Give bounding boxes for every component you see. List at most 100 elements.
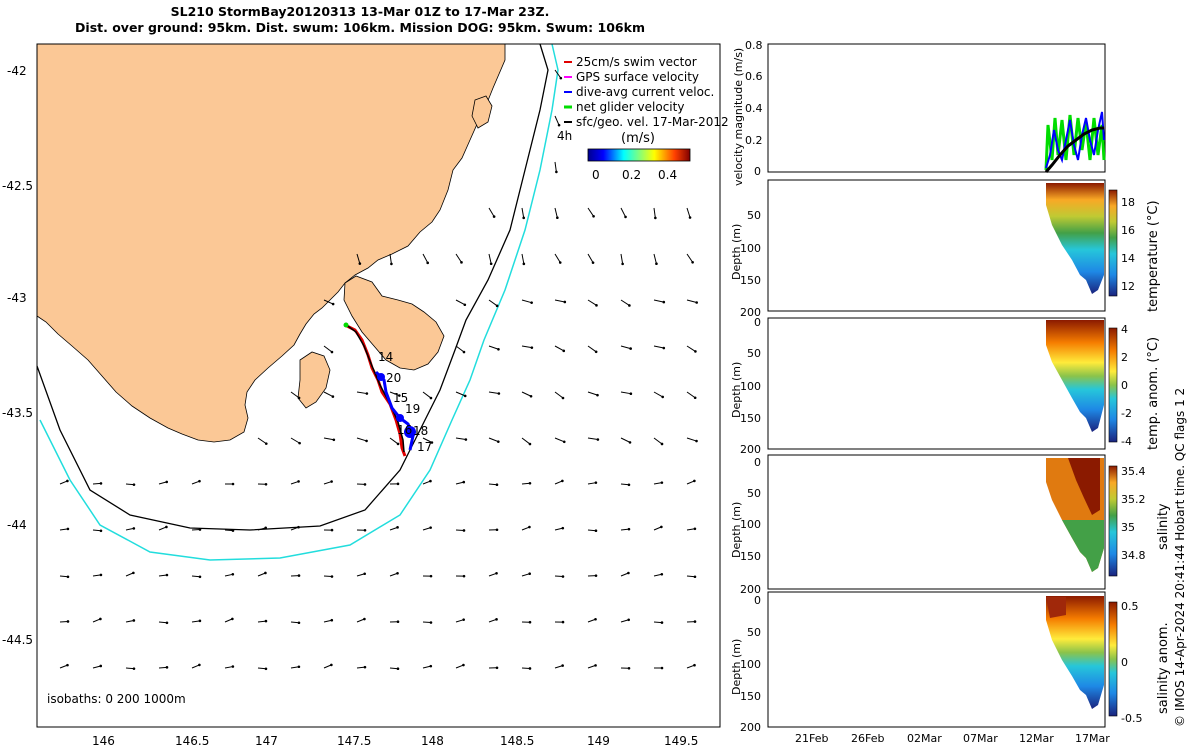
current-vector-head — [660, 666, 664, 670]
current-vector — [686, 253, 694, 263]
current-vector — [356, 253, 361, 264]
track-point — [343, 322, 349, 328]
current-vector-head — [594, 350, 598, 354]
track-point — [377, 373, 385, 381]
current-vector — [59, 620, 69, 623]
current-vector-head — [99, 664, 103, 668]
current-vector-head — [693, 479, 696, 483]
current-vector-head — [99, 529, 103, 533]
y-tick: 0.4 — [745, 102, 763, 115]
current-vector-head — [331, 302, 335, 306]
current-vector — [125, 483, 135, 486]
velocity-panel: 0 0.2 0.4 0.6 0.8 — [745, 39, 1106, 178]
current-vector-head — [363, 483, 367, 486]
salinity-panel: 0 50 100 150 200 35.4 35.2 35 34.8 — [740, 454, 1146, 596]
current-vector-head — [596, 438, 600, 441]
map-x-ticks: 146 146.5 147 147.5 148 148.5 149 149.5 — [92, 734, 698, 748]
track-label: 20 — [386, 371, 401, 385]
current-vector-head — [297, 665, 301, 669]
current-vector-head — [691, 260, 694, 264]
current-vector-head — [522, 216, 526, 220]
current-vector-head — [330, 480, 333, 483]
salinity-anomaly-cbar-ticks: 0.5 0 -0.5 — [1121, 600, 1142, 725]
current-vector-head — [693, 663, 696, 667]
current-vector-head — [555, 170, 558, 174]
current-vector — [620, 253, 624, 264]
current-vector — [455, 299, 466, 306]
colorbar-tick: 0.4 — [658, 168, 677, 182]
current-vector — [422, 253, 429, 264]
current-vector — [257, 620, 267, 623]
cbar-tick: 16 — [1121, 224, 1135, 237]
current-vector-head — [562, 349, 566, 353]
salinity-anomaly-panel: 0 50 100 150 200 0.5 0 -0.5 21Feb 26Feb … — [740, 591, 1142, 745]
map-y-ticks: -42 -42.5 -43 -43.5 -44 -44.5 — [2, 64, 33, 647]
current-vector — [554, 207, 558, 218]
cbar-tick: 12 — [1121, 280, 1135, 293]
current-vector — [59, 528, 68, 531]
legend-entry: sfc/geo. vel. 17-Mar-2012 — [576, 115, 729, 129]
current-vector — [488, 483, 498, 486]
current-vector — [521, 437, 531, 445]
current-vector — [554, 437, 565, 443]
current-vector-head — [165, 525, 168, 529]
current-vector — [257, 437, 267, 445]
current-vector-head — [629, 347, 632, 350]
current-vector-head — [330, 618, 334, 622]
colorbar — [1108, 327, 1118, 443]
current-vector-head — [594, 574, 598, 577]
temperature-section — [1046, 183, 1104, 294]
current-vector — [389, 667, 399, 670]
current-vector-head — [297, 621, 301, 625]
current-vector — [59, 575, 69, 578]
current-vector-head — [231, 665, 235, 668]
chart-title: SL210 StormBay20120313 13-Mar 01Z to 17-… — [0, 4, 720, 36]
current-vector-head — [99, 482, 103, 485]
current-vector — [323, 481, 332, 485]
current-vector-head — [495, 618, 498, 621]
current-vector — [257, 667, 267, 670]
salinity-anomaly-y-ticks: 0 50 100 150 200 — [740, 594, 761, 734]
salinity-y-ticks: 0 50 100 150 200 — [740, 456, 761, 596]
current-vector-head — [594, 481, 598, 484]
current-vector-head — [621, 262, 624, 266]
current-vector — [257, 572, 266, 577]
current-vector-head — [495, 572, 498, 575]
current-vector-head — [396, 571, 399, 575]
cbar-tick: -2 — [1121, 407, 1132, 420]
current-vector-head — [495, 528, 499, 532]
current-vector-head — [264, 442, 268, 445]
y-tick: -43.5 — [2, 406, 33, 420]
current-vector — [323, 619, 332, 623]
current-vector-head — [528, 481, 532, 485]
current-vector — [521, 526, 530, 531]
current-vector — [587, 482, 596, 485]
current-vector — [653, 345, 664, 349]
cbar-tick: 35.2 — [1121, 493, 1146, 506]
colorbar — [1108, 465, 1118, 577]
current-vector-head — [463, 303, 467, 307]
current-vector-head — [561, 575, 565, 578]
current-vector — [224, 618, 233, 623]
current-vector-head — [558, 261, 562, 264]
current-vector — [653, 437, 663, 445]
legend-entry: 25cm/s swim vector — [576, 55, 697, 69]
current-vector — [422, 527, 431, 531]
current-vector — [653, 526, 662, 531]
current-vector-head — [495, 304, 499, 308]
current-vector — [488, 391, 499, 394]
y-tick: 100 — [740, 658, 761, 671]
current-vector-head — [99, 617, 102, 621]
title-line-2: Dist. over ground: 95km. Dist. swum: 106… — [75, 20, 645, 35]
x-tick: 149.5 — [664, 734, 698, 748]
current-vector — [224, 666, 233, 669]
current-vector-head — [695, 439, 698, 443]
cbar-tick: 34.8 — [1121, 549, 1146, 562]
y-tick: -44 — [7, 518, 27, 532]
current-vector — [158, 574, 167, 577]
current-vector-head — [264, 667, 268, 671]
current-vector-head — [563, 300, 567, 304]
current-vector-head — [693, 527, 697, 531]
current-vector-head — [429, 621, 433, 624]
current-vector-head — [627, 571, 630, 575]
